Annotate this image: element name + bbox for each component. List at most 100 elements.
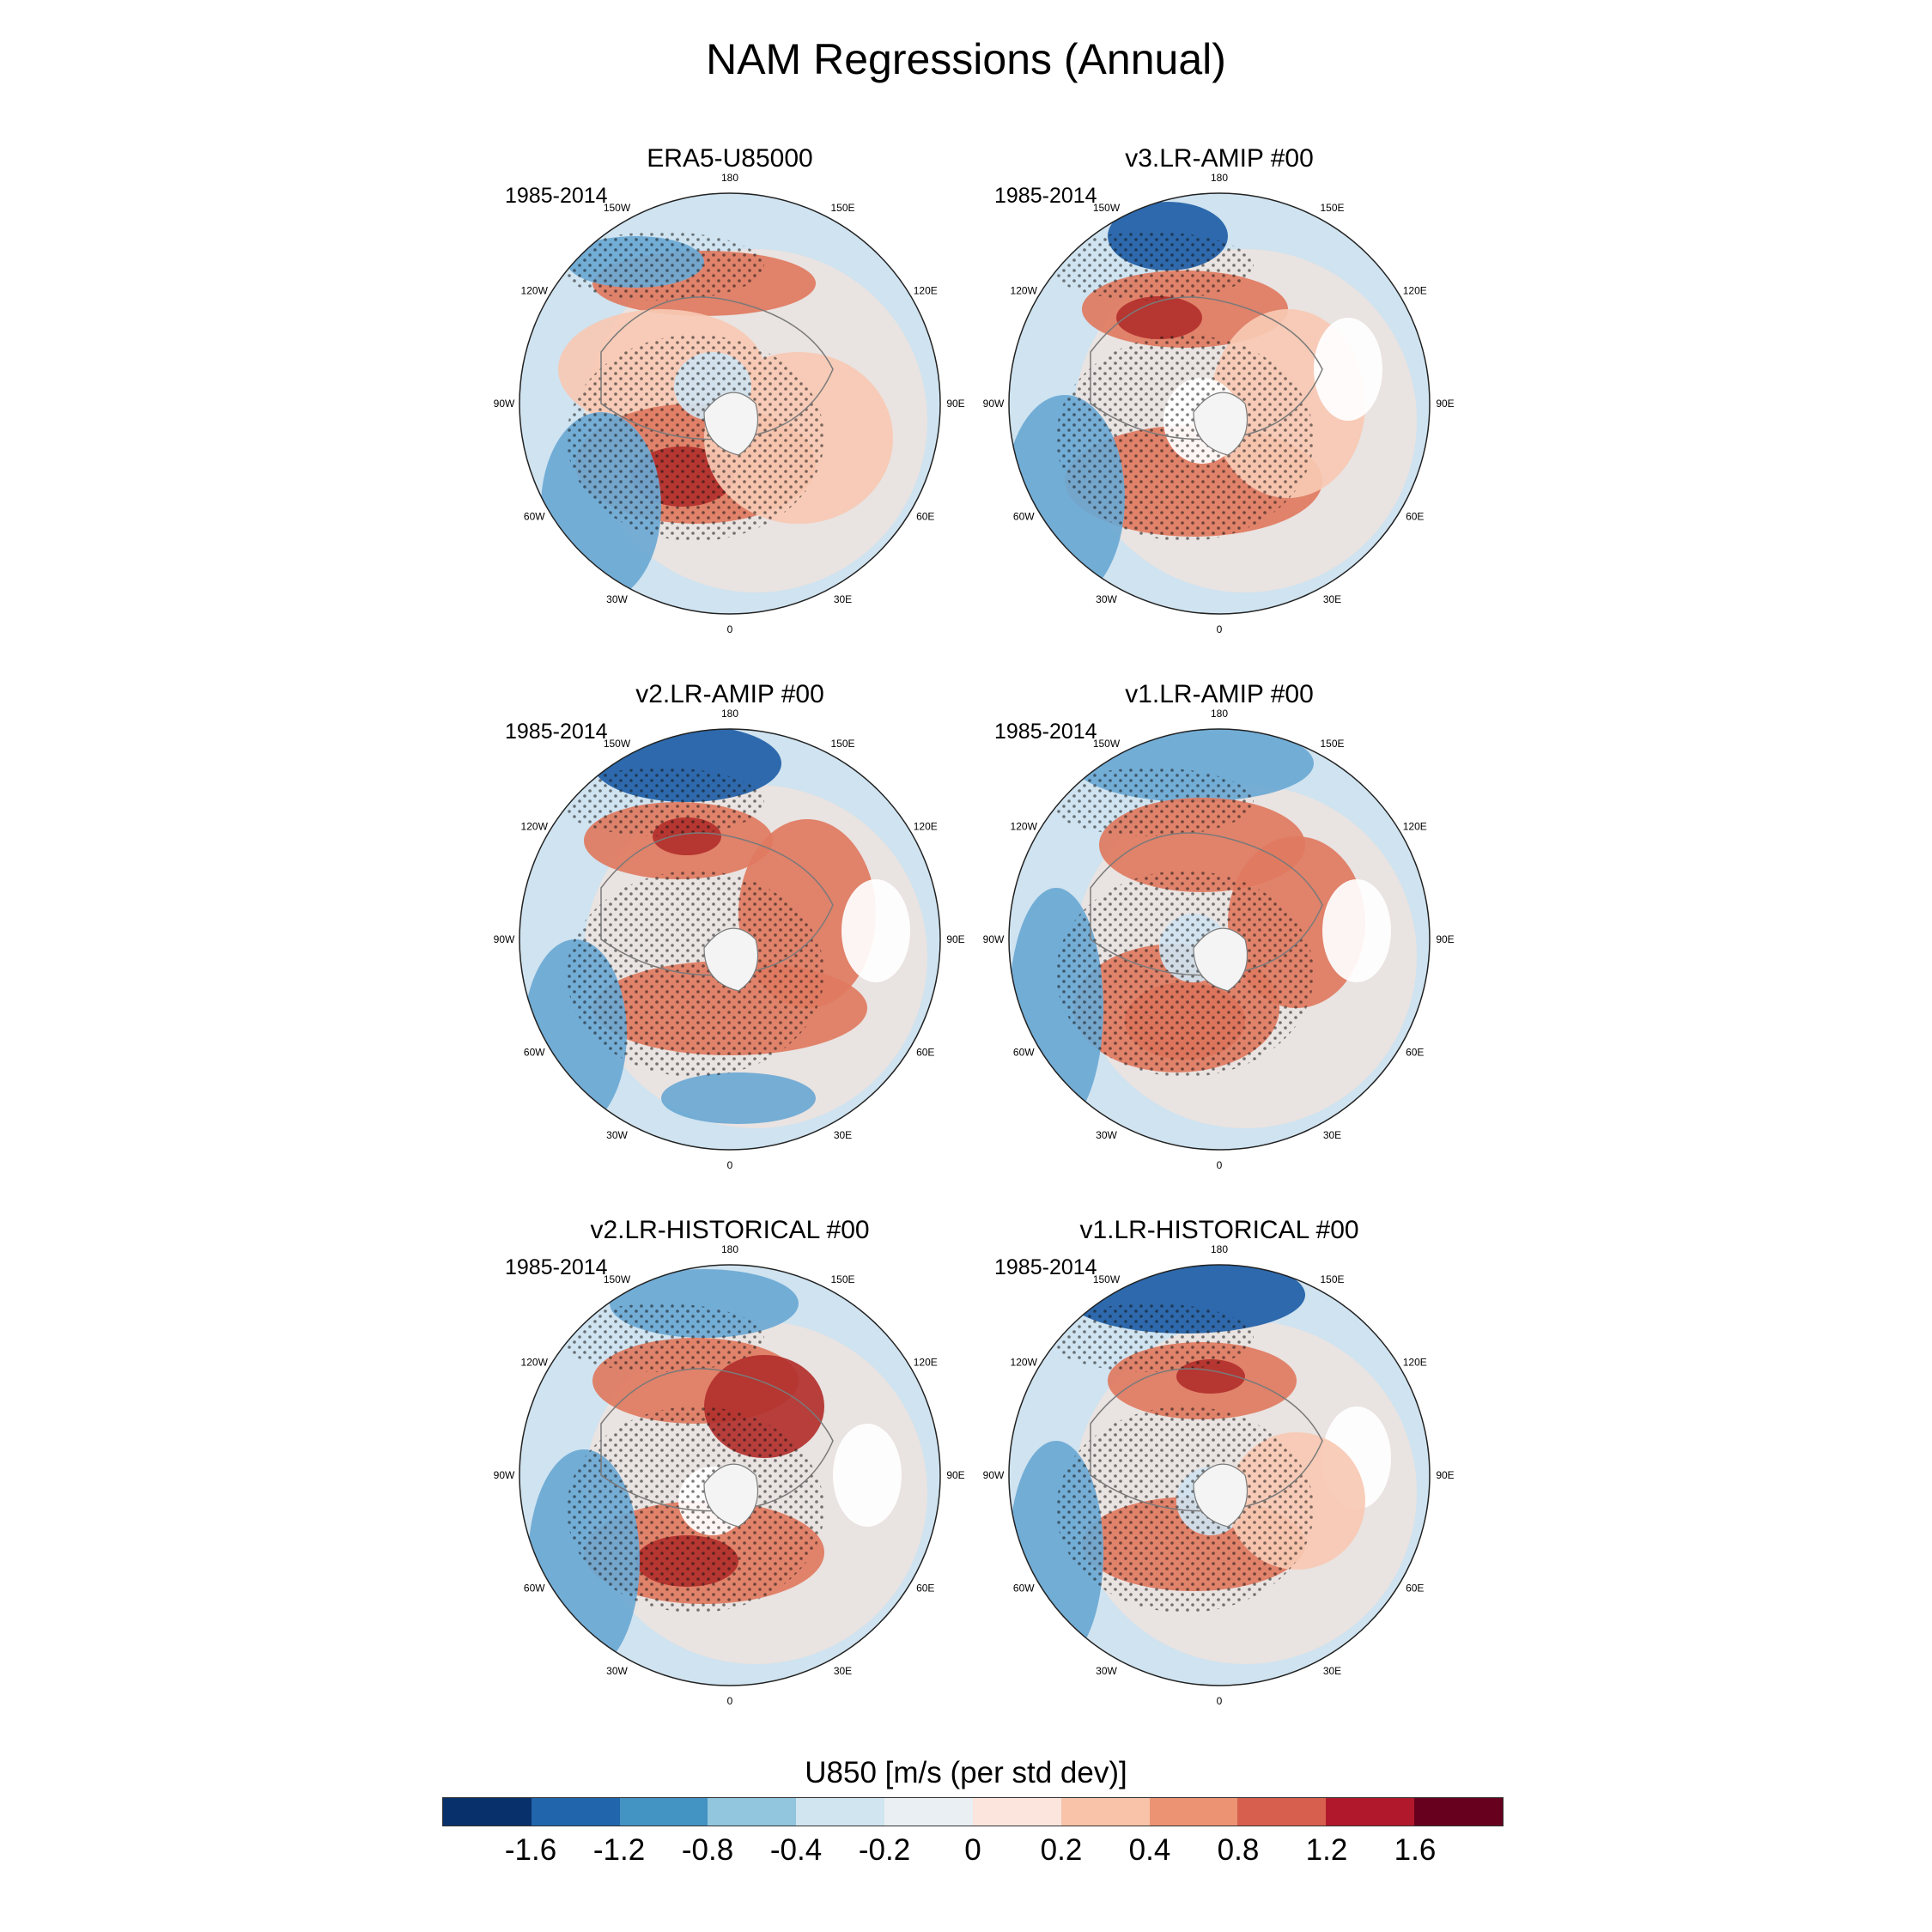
colorbar-swatch: [619, 1798, 708, 1826]
greenland-coast: [703, 927, 759, 992]
longitude-label: 150E: [830, 202, 854, 214]
panel-title: v1.LR-AMIP #00: [1125, 680, 1314, 708]
polar-map: 180 150E 120E 90E 60E 30E 0 30W 60W 90W 120W 150W: [494, 708, 965, 1171]
longitude-label: 120E: [1403, 285, 1427, 297]
map-panel-v2-historical: v2.LR-HISTORICAL #00 1985-2014 180 150E 12…: [489, 1216, 970, 1714]
longitude-label: 150E: [1320, 202, 1344, 214]
longitude-label: 180: [1211, 172, 1228, 184]
longitude-label: 150W: [604, 738, 631, 750]
anomaly-region: [1314, 318, 1382, 421]
longitude-label: 120W: [1011, 285, 1038, 297]
significance-stipple: [1048, 1303, 1254, 1372]
colorbar-swatch: [1326, 1798, 1415, 1826]
coastline: [600, 296, 834, 440]
panel-title: ERA5-U85000: [647, 144, 813, 173]
longitude-label: 150W: [1093, 1273, 1121, 1285]
colorbar-swatch: [443, 1798, 532, 1826]
longitude-label: 120E: [1403, 821, 1427, 833]
longitude-label: 90E: [1436, 398, 1454, 410]
colorbar-tick-label: -1.2: [592, 1833, 646, 1867]
panel-period: 1985-2014: [505, 720, 608, 744]
figure-title: NAM Regressions (Annual): [706, 35, 1226, 83]
anomaly-region: [841, 879, 910, 982]
longitude-label: 150E: [830, 1273, 854, 1285]
longitude-label: 120E: [914, 1357, 938, 1369]
longitude-label: 60W: [1013, 1583, 1035, 1595]
longitude-label: 30E: [834, 593, 852, 605]
longitude-label: 60W: [524, 1047, 545, 1059]
colorbar-swatch: [1149, 1798, 1238, 1826]
map-panel-era5: ERA5-U85000 1985-2014 180 150E 120E 90E 60E 3…: [489, 144, 970, 642]
panel-title: v3.LR-AMIP #00: [1125, 144, 1314, 173]
panel-title: v2.LR-HISTORICAL #00: [590, 1216, 870, 1244]
longitude-label: 0: [1217, 1159, 1223, 1171]
panel-period: 1985-2014: [505, 184, 608, 208]
polar-map: 180 150E 120E 90E 60E 30E 0 30W 60W 90W 120W 150W: [983, 172, 1455, 635]
colorbar-tick-label: 0: [964, 1833, 981, 1867]
longitude-label: 30E: [1323, 593, 1341, 605]
colorbar-tick-label: 0.2: [1040, 1833, 1083, 1867]
longitude-label: 120E: [914, 821, 938, 833]
coastline: [1090, 1368, 1323, 1512]
longitude-label: 150W: [604, 202, 631, 214]
greenland-coast: [703, 392, 759, 456]
panel-period: 1985-2014: [994, 184, 1097, 208]
longitude-label: 60E: [916, 511, 934, 523]
longitude-label: 0: [727, 1695, 733, 1707]
greenland-coast: [703, 1463, 759, 1528]
map-boundary: [1008, 1264, 1431, 1686]
panel-title: v1.LR-HISTORICAL #00: [1079, 1216, 1359, 1244]
longitude-label: 60E: [1406, 1583, 1424, 1595]
longitude-label: 150W: [1093, 738, 1121, 750]
longitude-label: 90E: [1436, 933, 1454, 945]
longitude-label: 180: [721, 708, 738, 720]
significance-stipple: [567, 335, 824, 541]
polar-map: 180 150E 120E 90E 60E 30E 0 30W 60W 90W 120W 150W: [983, 708, 1455, 1171]
longitude-label: 60W: [524, 1583, 545, 1595]
longitude-label: 120W: [1011, 821, 1038, 833]
map-field: [1009, 729, 1430, 1150]
colorbar-swatch: [972, 1798, 1061, 1826]
longitude-label: 150E: [830, 738, 854, 750]
longitude-label: 0: [1217, 623, 1223, 635]
longitude-label: 30E: [1323, 1129, 1341, 1141]
longitude-label: 0: [1217, 1695, 1223, 1707]
longitude-label: 60E: [916, 1047, 934, 1059]
longitude-label: 90E: [946, 1469, 964, 1481]
coastline: [600, 1368, 834, 1512]
longitude-label: 60E: [916, 1583, 934, 1595]
polar-map: 180 150E 120E 90E 60E 30E 0 30W 60W 90W 120W 150W: [494, 1243, 965, 1707]
longitude-label: 0: [727, 623, 733, 635]
panel-period: 1985-2014: [994, 1255, 1097, 1279]
colorbar-tick-label: 1.2: [1305, 1833, 1348, 1867]
colorbar-tick-label: 1.6: [1394, 1833, 1437, 1867]
longitude-label: 150W: [1093, 202, 1121, 214]
map-field: [519, 729, 940, 1150]
longitude-label: 60W: [1013, 511, 1035, 523]
coastline: [600, 832, 834, 976]
longitude-label: 30W: [1096, 593, 1117, 605]
longitude-label: 30E: [1323, 1665, 1341, 1677]
map-field: [1009, 193, 1430, 614]
longitude-label: 90W: [494, 398, 515, 410]
colorbar-tick-label: -0.4: [769, 1833, 823, 1867]
colorbar-tick-label: 0.4: [1128, 1833, 1171, 1867]
longitude-label: 60W: [1013, 1047, 1035, 1059]
longitude-label: 90W: [494, 1469, 515, 1481]
panel-period: 1985-2014: [994, 720, 1097, 744]
significance-stipple: [1048, 232, 1254, 301]
longitude-label: 30W: [1096, 1665, 1117, 1677]
colorbar-swatch: [1414, 1798, 1503, 1826]
longitude-label: 120E: [1403, 1357, 1427, 1369]
map-field: [519, 1265, 940, 1686]
map-panel-v3-amip: v3.LR-AMIP #00 1985-2014 180 150E 120E 90E 6…: [979, 144, 1460, 642]
significance-stipple: [1056, 871, 1314, 1077]
colorbar-swatch: [884, 1798, 973, 1826]
longitude-label: 60E: [1406, 1047, 1424, 1059]
longitude-label: 180: [1211, 1243, 1228, 1255]
coastline: [1090, 296, 1323, 440]
colorbar-tick-label: -1.6: [504, 1833, 557, 1867]
longitude-label: 150E: [1320, 1273, 1344, 1285]
greenland-coast: [1193, 927, 1249, 992]
colorbar-swatch: [1237, 1798, 1327, 1826]
